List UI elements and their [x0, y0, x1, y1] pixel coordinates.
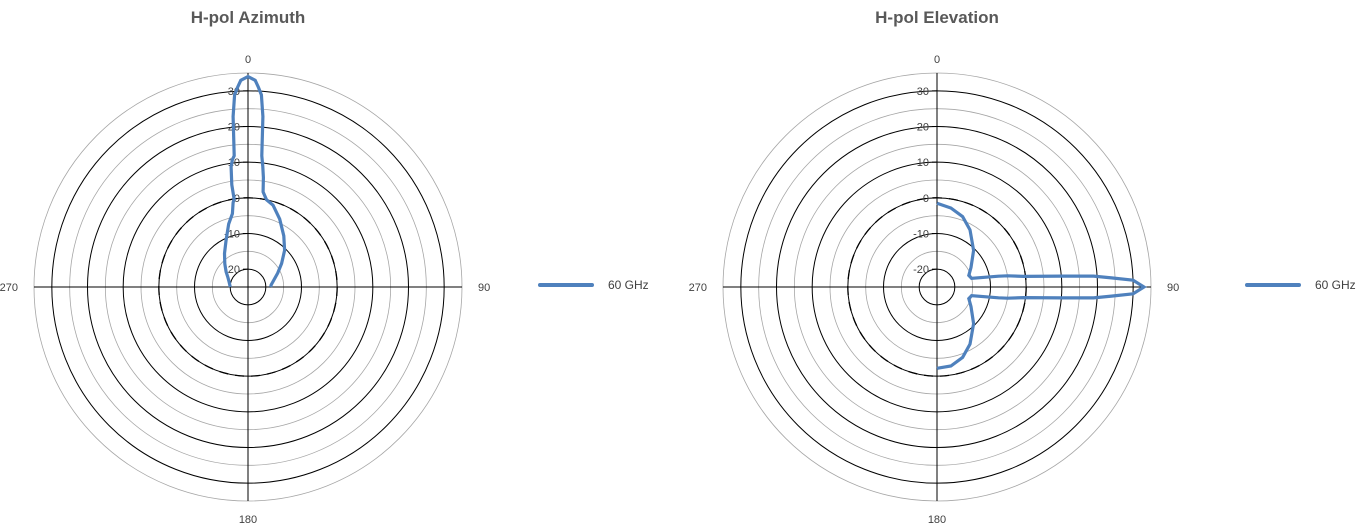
series-line: [936, 201, 1147, 370]
polar-plot-area: 30 20 10 0 -10 -20 0 90 180 270: [689, 54, 1180, 524]
radial-tick-label: 0: [234, 193, 240, 205]
series-line: [222, 74, 287, 288]
angle-label: 270: [689, 282, 707, 294]
radial-tick-label: -10: [913, 229, 929, 241]
angle-label: 0: [934, 54, 940, 66]
radial-tick-label: 10: [917, 157, 929, 169]
angle-label: 0: [245, 54, 251, 66]
legend-swatch: [1245, 283, 1301, 287]
radial-tick-label: 30: [917, 86, 929, 98]
chart-title: H-pol Azimuth: [190, 8, 306, 27]
legend-label: 60 GHz: [1315, 278, 1356, 292]
legend-swatch: [538, 283, 594, 287]
legend-label: 60 GHz: [608, 278, 649, 292]
angle-label: 180: [928, 514, 946, 524]
legend: 60 GHz: [1245, 278, 1356, 292]
azimuth-chart-panel: H-pol Azimuth 30 20 10 0 -10 -20 0 90 180 270 60 …: [0, 8, 649, 524]
radial-tick-label: 20: [917, 122, 929, 134]
radial-tick-label: 0: [923, 193, 929, 205]
angle-label: 270: [0, 282, 18, 294]
angle-label: 90: [478, 282, 490, 294]
radial-tick-label: -20: [913, 264, 929, 276]
chart-title: H-pol Elevation: [875, 8, 999, 27]
angle-label: 180: [239, 514, 257, 524]
elevation-chart-panel: H-pol Elevation 30 20 10 0 -10 -20 0 90 180 270 6…: [683, 0, 1365, 524]
legend: 60 GHz: [538, 278, 649, 292]
angle-label: 90: [1167, 282, 1179, 294]
